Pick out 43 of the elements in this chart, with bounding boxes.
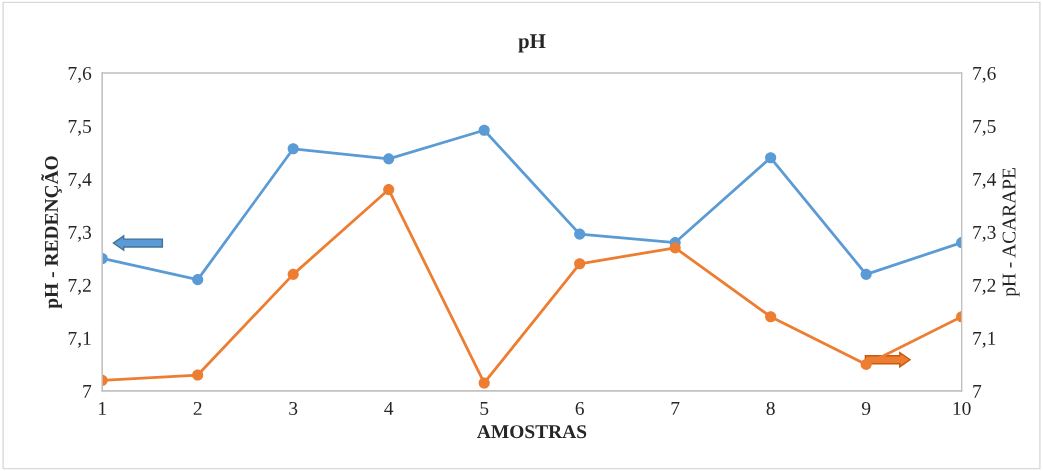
point [478, 377, 490, 389]
point [860, 268, 872, 280]
point [192, 369, 204, 381]
x-tick-label: 3 [289, 401, 298, 416]
y-tick-label: 7,5 [68, 120, 92, 136]
y-tick-label: 7,3 [68, 225, 92, 242]
point [383, 153, 395, 165]
point [574, 228, 586, 240]
y2-tick-label: 7,4 [973, 172, 997, 189]
chart-title: pH [518, 34, 546, 53]
x-tick-label: 8 [766, 401, 775, 416]
y2-tick-label: 7,3 [973, 225, 996, 242]
y-tick-label: 7,1 [68, 331, 91, 348]
point [574, 258, 586, 270]
y-tick-label: 7,2 [68, 278, 91, 295]
x-tick-label: 7 [671, 402, 680, 415]
point [860, 358, 872, 370]
x-tick-label: 1 [99, 402, 106, 415]
x-tick-label: 9 [861, 401, 871, 416]
y-tick-label: 7,6 [68, 66, 92, 83]
point [287, 268, 299, 280]
y2-tick-label: 7,2 [973, 278, 996, 295]
point [765, 152, 777, 164]
y2-tick-label: 7,5 [973, 120, 996, 136]
y2-tick-label: 7,6 [973, 66, 996, 83]
point [478, 124, 490, 136]
y2-axis-title: pH - ACARAPE [1002, 168, 1020, 297]
y-tick-label: 7,4 [68, 172, 92, 189]
x-tick-label: 4 [384, 402, 394, 415]
point [669, 242, 681, 254]
x-tick-label: 10 [953, 401, 971, 416]
x-tick-label: 6 [575, 401, 584, 416]
x-axis-title: AMOSTRAS [477, 425, 587, 439]
y-axis-title: pH - REDENÇÃO [41, 156, 62, 309]
point [383, 184, 395, 196]
point [287, 143, 299, 155]
point [765, 311, 777, 323]
point [192, 274, 204, 286]
x-tick-label: 5 [480, 402, 489, 416]
y2-tick-label: 7 [973, 384, 982, 398]
y-tick-label: 7 [83, 384, 92, 398]
y2-tick-label: 7,1 [973, 331, 996, 348]
x-tick-label: 2 [193, 401, 202, 415]
